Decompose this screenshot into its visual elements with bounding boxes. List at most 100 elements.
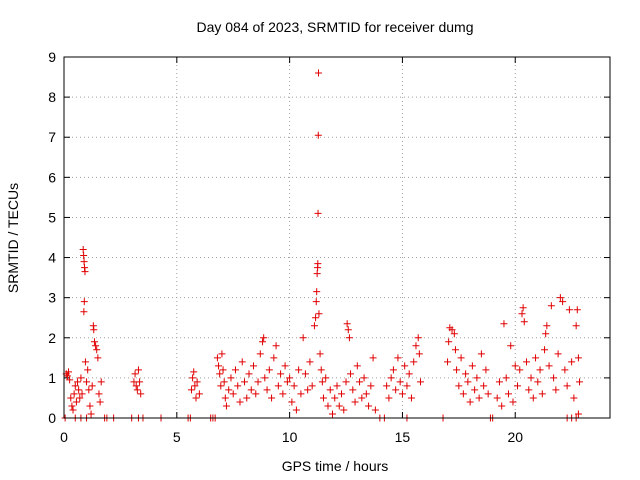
data-point: [190, 368, 198, 376]
data-point: [475, 394, 483, 402]
data-point: [76, 394, 84, 402]
data-point: [314, 209, 322, 217]
data-point: [192, 394, 200, 402]
data-point: [65, 368, 73, 376]
data-point: [360, 374, 368, 382]
data-point: [527, 374, 535, 382]
data-point: [315, 310, 323, 318]
data-point: [274, 382, 282, 390]
data-point: [95, 390, 103, 398]
data-point: [80, 298, 88, 306]
data-point: [559, 298, 567, 306]
data-point: [349, 386, 357, 394]
data-point: [308, 382, 316, 390]
data-point: [477, 350, 485, 358]
data-point: [572, 322, 580, 330]
data-point: [286, 374, 294, 382]
data-point: [213, 354, 221, 362]
data-point: [532, 354, 540, 362]
data-point: [547, 302, 555, 310]
data-point: [250, 362, 258, 370]
data-point: [319, 394, 327, 402]
data-point: [215, 362, 223, 370]
data-point: [412, 342, 420, 350]
data-point: [317, 366, 325, 374]
data-point: [245, 370, 253, 378]
data-point: [93, 346, 101, 354]
data-point: [81, 358, 89, 366]
data-point: [88, 382, 96, 390]
y-tick-label: 2: [48, 330, 56, 346]
data-point: [94, 354, 102, 362]
data-point: [85, 386, 93, 394]
data-point: [314, 69, 322, 77]
data-point: [561, 366, 569, 374]
data-point: [444, 358, 452, 366]
data-point: [507, 342, 515, 350]
data-point: [331, 394, 339, 402]
data-point: [365, 402, 373, 410]
data-point: [401, 362, 409, 370]
data-point: [550, 374, 558, 382]
y-tick-label: 1: [48, 370, 56, 386]
data-point: [243, 394, 251, 402]
data-point: [316, 350, 324, 358]
data-point: [90, 326, 98, 334]
data-point: [500, 320, 508, 328]
data-point: [538, 390, 546, 398]
data-point: [369, 354, 377, 362]
data-point: [344, 326, 352, 334]
data-point: [74, 378, 82, 386]
data-point: [86, 402, 94, 410]
data-point: [78, 390, 86, 398]
data-point: [523, 358, 531, 366]
data-point: [462, 370, 470, 378]
data-point: [520, 318, 528, 326]
data-point: [68, 402, 76, 410]
data-point: [87, 410, 95, 418]
data-point: [261, 374, 269, 382]
data-point: [80, 308, 88, 316]
data-point: [218, 350, 226, 358]
data-point: [83, 378, 91, 386]
data-point: [403, 382, 411, 390]
data-point: [398, 390, 406, 398]
data-point: [328, 410, 336, 418]
data-point: [295, 366, 303, 374]
y-tick-label: 0: [48, 410, 56, 426]
data-point: [263, 386, 271, 394]
data-point: [313, 288, 321, 296]
data-point: [71, 382, 79, 390]
data-point: [219, 366, 227, 374]
data-point: [290, 382, 298, 390]
data-point: [312, 298, 320, 306]
data-point: [187, 386, 195, 394]
data-point: [416, 378, 424, 386]
data-point: [333, 382, 341, 390]
data-point: [281, 362, 289, 370]
data-point: [297, 390, 305, 398]
y-tick-label: 4: [48, 250, 56, 266]
x-tick-label: 5: [173, 429, 181, 445]
data-point: [498, 402, 506, 410]
data-point: [529, 394, 537, 402]
data-point: [63, 372, 71, 380]
plot-frame: [63, 56, 611, 419]
data-point: [137, 390, 145, 398]
point-layer: [61, 69, 584, 422]
data-point: [96, 398, 104, 406]
data-point: [389, 366, 397, 374]
data-point: [222, 402, 230, 410]
data-point: [570, 394, 578, 402]
data-point: [217, 382, 225, 390]
data-point: [66, 376, 74, 384]
data-point: [541, 346, 549, 354]
x-tick-label: 20: [507, 429, 523, 445]
data-point: [191, 382, 199, 390]
data-point: [322, 374, 330, 382]
data-point: [326, 386, 334, 394]
data-point: [314, 260, 322, 268]
data-point: [362, 390, 370, 398]
data-point: [343, 320, 351, 328]
